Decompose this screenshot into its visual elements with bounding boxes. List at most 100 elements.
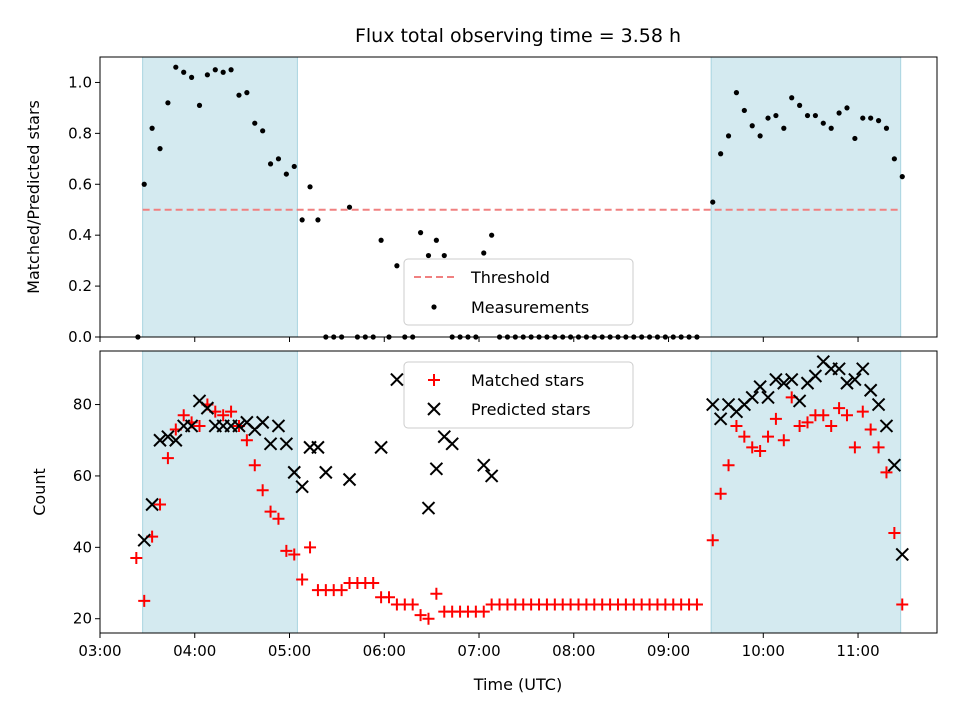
measurement-point	[181, 69, 187, 75]
measurement-point	[481, 250, 487, 256]
matched-star-point	[280, 544, 293, 557]
measurement-point	[852, 135, 858, 142]
predicted-star-point	[477, 458, 491, 472]
bottom-y-tick-label: 20	[73, 610, 92, 628]
measurement-point	[260, 128, 266, 134]
matched-star-point	[248, 459, 261, 472]
matched-star-point	[272, 512, 285, 525]
matched-star-point	[833, 402, 846, 415]
matched-star-point	[848, 441, 861, 454]
predicted-star-point	[200, 401, 215, 415]
measurement-point	[820, 120, 826, 126]
top-shaded-interval-1	[142, 57, 298, 337]
measurement-point	[789, 95, 795, 101]
bottom-legend-box	[403, 361, 634, 429]
measurement-point	[718, 151, 724, 157]
matched-star-point	[177, 409, 190, 422]
predicted-star-point	[255, 415, 270, 430]
legend-measurements-label: Measurements	[471, 298, 589, 317]
measurement-point	[425, 252, 432, 259]
matched-star-point	[840, 409, 853, 422]
x-tick-label: 06:00	[363, 642, 406, 660]
predicted-star-point	[295, 479, 309, 494]
predicted-star-point	[840, 376, 854, 390]
matched-star-point	[801, 416, 814, 429]
measurement-point	[275, 156, 282, 162]
top-axis-ticks: 0.0 0.2 0.4 0.6 0.8 1.0	[68, 73, 859, 346]
x-tick-label: 03:00	[78, 642, 121, 660]
measurement-point	[252, 120, 258, 126]
predicted-star-point	[777, 376, 791, 390]
predicted-star-point	[792, 394, 807, 408]
measurement-point	[773, 112, 779, 119]
predicted-star-point	[706, 397, 720, 412]
matched-star-point	[817, 409, 830, 422]
legend-predicted-label: Predicted stars	[471, 400, 591, 419]
measurement-point	[149, 125, 155, 131]
measurement-point	[346, 204, 353, 210]
top-y-tick-label: 0.4	[68, 226, 92, 244]
top-legend-box	[403, 258, 634, 326]
measurement-point	[804, 112, 811, 119]
measurement-point	[299, 217, 305, 223]
measurement-point	[757, 133, 763, 139]
legend-measurements-swatch	[431, 304, 437, 310]
matched-star-point	[130, 552, 143, 565]
matched-star-point	[288, 548, 301, 561]
measurement-point	[836, 110, 842, 116]
measurement-point	[868, 115, 874, 121]
measurement-point	[394, 263, 400, 269]
matched-star-point	[864, 423, 877, 436]
matched-star-point	[722, 459, 735, 472]
matched-star-point	[777, 434, 790, 447]
x-tick-label: 08:00	[552, 642, 595, 660]
measurement-point	[781, 125, 787, 131]
top-y-tick-label: 0.0	[68, 328, 92, 346]
matched-star-point	[896, 598, 909, 611]
predicted-star-point	[145, 497, 159, 512]
measurement-point	[765, 115, 771, 121]
top-y-axis-label: Matched/Predicted stars	[24, 100, 43, 294]
predicted-star-point	[856, 362, 870, 376]
matched-star-point	[154, 498, 167, 511]
matched-star-point	[730, 419, 743, 432]
matched-star-point	[872, 441, 885, 454]
measurement-point	[228, 67, 234, 73]
bottom-shaded-interval-2	[711, 351, 901, 633]
matched-star-point	[225, 405, 238, 418]
predicted-star-point	[808, 369, 823, 383]
matched-star-point	[414, 609, 427, 622]
measurement-point	[236, 92, 242, 98]
predicted-star-point	[184, 419, 199, 433]
predicted-star-point	[374, 440, 388, 455]
predicted-star-point	[761, 390, 775, 405]
matched-star-point	[335, 584, 348, 597]
measurement-point	[441, 252, 447, 259]
x-tick-label: 04:00	[173, 642, 216, 660]
matched-star-point	[406, 598, 419, 611]
top-y-tick-label: 0.2	[68, 277, 92, 295]
bottom-legend: Matched stars Predicted stars	[403, 361, 634, 429]
top-legend: Threshold Measurements	[403, 258, 634, 326]
measurement-point	[315, 217, 321, 223]
predicted-star-point	[390, 372, 404, 387]
measurement-point	[417, 230, 424, 236]
measurement-point	[165, 100, 171, 106]
bottom-y-axis-label: Count	[30, 468, 49, 516]
measurement-point	[891, 156, 897, 162]
legend-predicted-swatch	[427, 402, 441, 416]
matched-star-point	[738, 430, 751, 443]
matched-star-point	[217, 409, 230, 422]
top-shaded-intervals	[142, 57, 902, 337]
bottom-y-tick-label: 60	[73, 467, 92, 485]
legend-threshold-label: Threshold	[470, 268, 550, 287]
matched-star-point	[746, 441, 759, 454]
predicted-star-point	[232, 419, 246, 433]
predicted-star-point	[879, 419, 894, 433]
measurement-point	[212, 67, 218, 73]
bottom-data-marks	[130, 355, 909, 625]
top-shaded-interval-2	[711, 57, 901, 337]
measurement-point	[188, 74, 195, 80]
measurement-point	[378, 237, 384, 243]
